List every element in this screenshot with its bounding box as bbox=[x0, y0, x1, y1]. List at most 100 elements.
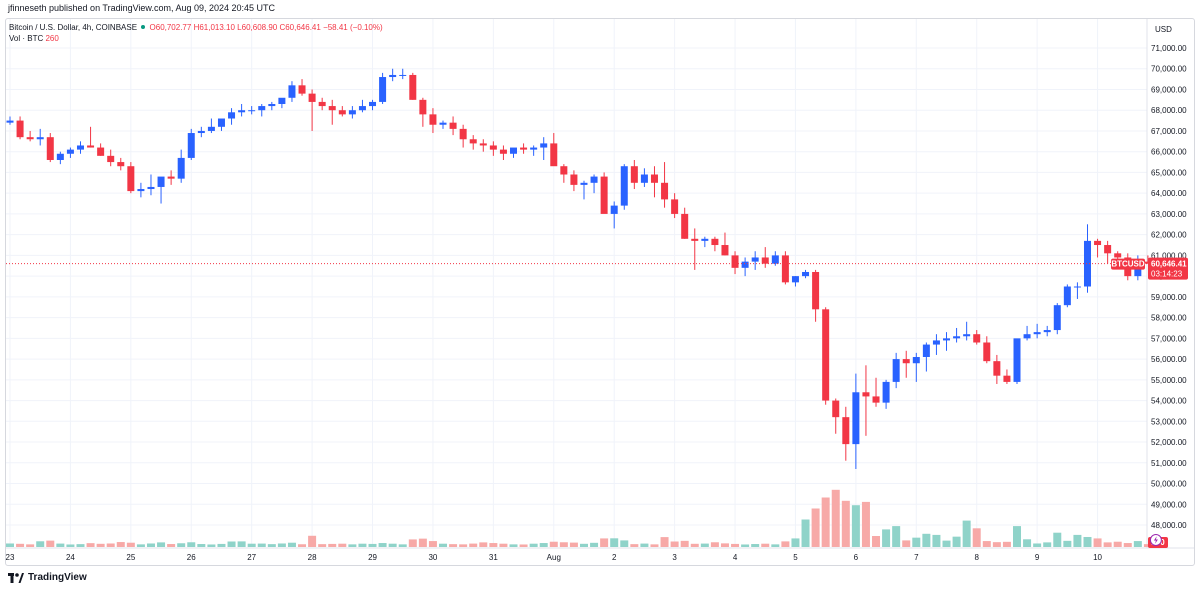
candle-body bbox=[1083, 240, 1091, 287]
price-tag-countdown: 03:14:23 bbox=[1151, 270, 1183, 279]
candle-body bbox=[751, 257, 759, 262]
candle-body bbox=[369, 101, 377, 107]
candle-body bbox=[822, 309, 830, 401]
volume-bar bbox=[1053, 532, 1062, 547]
volume-bar bbox=[318, 544, 327, 547]
volume-bar bbox=[459, 544, 468, 547]
volume-bar bbox=[408, 539, 417, 547]
volume-bar bbox=[348, 544, 357, 547]
volume-bar bbox=[1043, 542, 1052, 547]
volume-bar bbox=[428, 541, 437, 547]
volume-bar bbox=[287, 542, 296, 547]
volume-bar bbox=[116, 542, 125, 547]
volume-bar bbox=[1063, 540, 1072, 547]
y-tick-label: 64,000.00 bbox=[1151, 189, 1187, 198]
candle-body bbox=[540, 143, 548, 148]
x-tick-label: 5 bbox=[793, 553, 798, 562]
candle-body bbox=[691, 238, 699, 241]
volume-bar bbox=[630, 544, 639, 547]
candle-body bbox=[520, 147, 528, 150]
candle-body bbox=[379, 77, 387, 102]
volume-bar bbox=[700, 543, 709, 547]
candle-body bbox=[97, 147, 105, 156]
volume-bar bbox=[378, 543, 387, 547]
candle-body bbox=[862, 392, 870, 397]
y-tick-label: 61,000.00 bbox=[1151, 251, 1187, 260]
volume-bar bbox=[922, 533, 931, 547]
volume-bar bbox=[660, 537, 669, 547]
volume-bar bbox=[187, 542, 196, 547]
candle-body bbox=[912, 357, 920, 364]
candle-body bbox=[1073, 286, 1081, 288]
candle-body bbox=[1063, 286, 1071, 306]
volume-bar bbox=[257, 543, 266, 547]
volume-bar bbox=[1143, 544, 1152, 547]
x-tick-label: 8 bbox=[974, 553, 979, 562]
candle-body bbox=[650, 174, 658, 183]
volume-bar bbox=[398, 544, 407, 547]
candle-body bbox=[1043, 330, 1051, 333]
volume-bar bbox=[76, 544, 85, 547]
symbol-tag-label: BTCUSD bbox=[1111, 260, 1145, 269]
volume-bar bbox=[86, 543, 95, 547]
candle-body bbox=[630, 166, 638, 183]
volume-bar bbox=[136, 544, 145, 547]
x-tick-label: 7 bbox=[914, 553, 919, 562]
candle-body bbox=[207, 126, 215, 131]
volume-bar bbox=[590, 542, 599, 547]
y-tick-label: 53,000.00 bbox=[1151, 417, 1187, 426]
volume-bar bbox=[1023, 539, 1032, 547]
volume-bar bbox=[1083, 536, 1092, 547]
volume-bar bbox=[418, 538, 427, 547]
candle-body bbox=[570, 174, 578, 185]
chart-frame bbox=[5, 18, 1195, 566]
volume-bar bbox=[640, 543, 649, 547]
volume-bar bbox=[791, 538, 800, 547]
tradingview-logo[interactable]: TradingView bbox=[8, 572, 87, 583]
volume-bar bbox=[146, 543, 155, 547]
candle-body bbox=[963, 334, 971, 337]
y-tick-label: 69,000.00 bbox=[1151, 85, 1187, 94]
candle-body bbox=[832, 400, 840, 418]
candle-body bbox=[872, 396, 880, 403]
candle-body bbox=[560, 166, 568, 175]
candle-body bbox=[268, 103, 276, 107]
candle-body bbox=[902, 359, 910, 364]
y-tick-label: 50,000.00 bbox=[1151, 480, 1187, 489]
volume-bar bbox=[741, 544, 750, 547]
candle-body bbox=[812, 271, 820, 310]
x-tick-label: 2 bbox=[612, 553, 617, 562]
volume-bar bbox=[1133, 541, 1142, 547]
volume-bar bbox=[469, 543, 478, 547]
published-note: jfinneseth published on TradingView.com,… bbox=[8, 3, 276, 13]
price-tag-value: 60,646.41 bbox=[1151, 260, 1187, 269]
candle-body bbox=[741, 261, 749, 268]
candle-body bbox=[389, 74, 397, 78]
volume-bar bbox=[227, 541, 236, 547]
candle-body bbox=[499, 149, 507, 154]
legend-volume-row: Vol · BTC 260 bbox=[9, 33, 383, 44]
volume-bar bbox=[1033, 543, 1042, 547]
candle-body bbox=[1013, 338, 1021, 382]
legend-open: O60,702.77 bbox=[149, 23, 192, 32]
y-tick-label: 66,000.00 bbox=[1151, 148, 1187, 157]
volume-bar bbox=[831, 489, 840, 547]
candle-body bbox=[348, 110, 356, 115]
candle-body bbox=[117, 162, 125, 167]
chart-legend: Bitcoin / U.S. Dollar, 4h, COINBASE O60,… bbox=[9, 22, 383, 44]
candle-body bbox=[399, 74, 407, 76]
market-open-dot-icon bbox=[141, 25, 146, 30]
candle-body bbox=[197, 130, 205, 134]
candle-body bbox=[429, 114, 437, 125]
candle-body bbox=[187, 133, 195, 158]
y-tick-label: 51,000.00 bbox=[1151, 459, 1187, 468]
volume-bar bbox=[882, 529, 891, 547]
volume-bar bbox=[952, 536, 961, 547]
candle-body bbox=[76, 145, 84, 150]
candle-body bbox=[127, 166, 135, 192]
legend-high: H61,013.10 bbox=[193, 23, 235, 32]
volume-bar bbox=[539, 543, 548, 547]
candle-body bbox=[802, 271, 810, 277]
y-tick-label: 59,000.00 bbox=[1151, 293, 1187, 302]
